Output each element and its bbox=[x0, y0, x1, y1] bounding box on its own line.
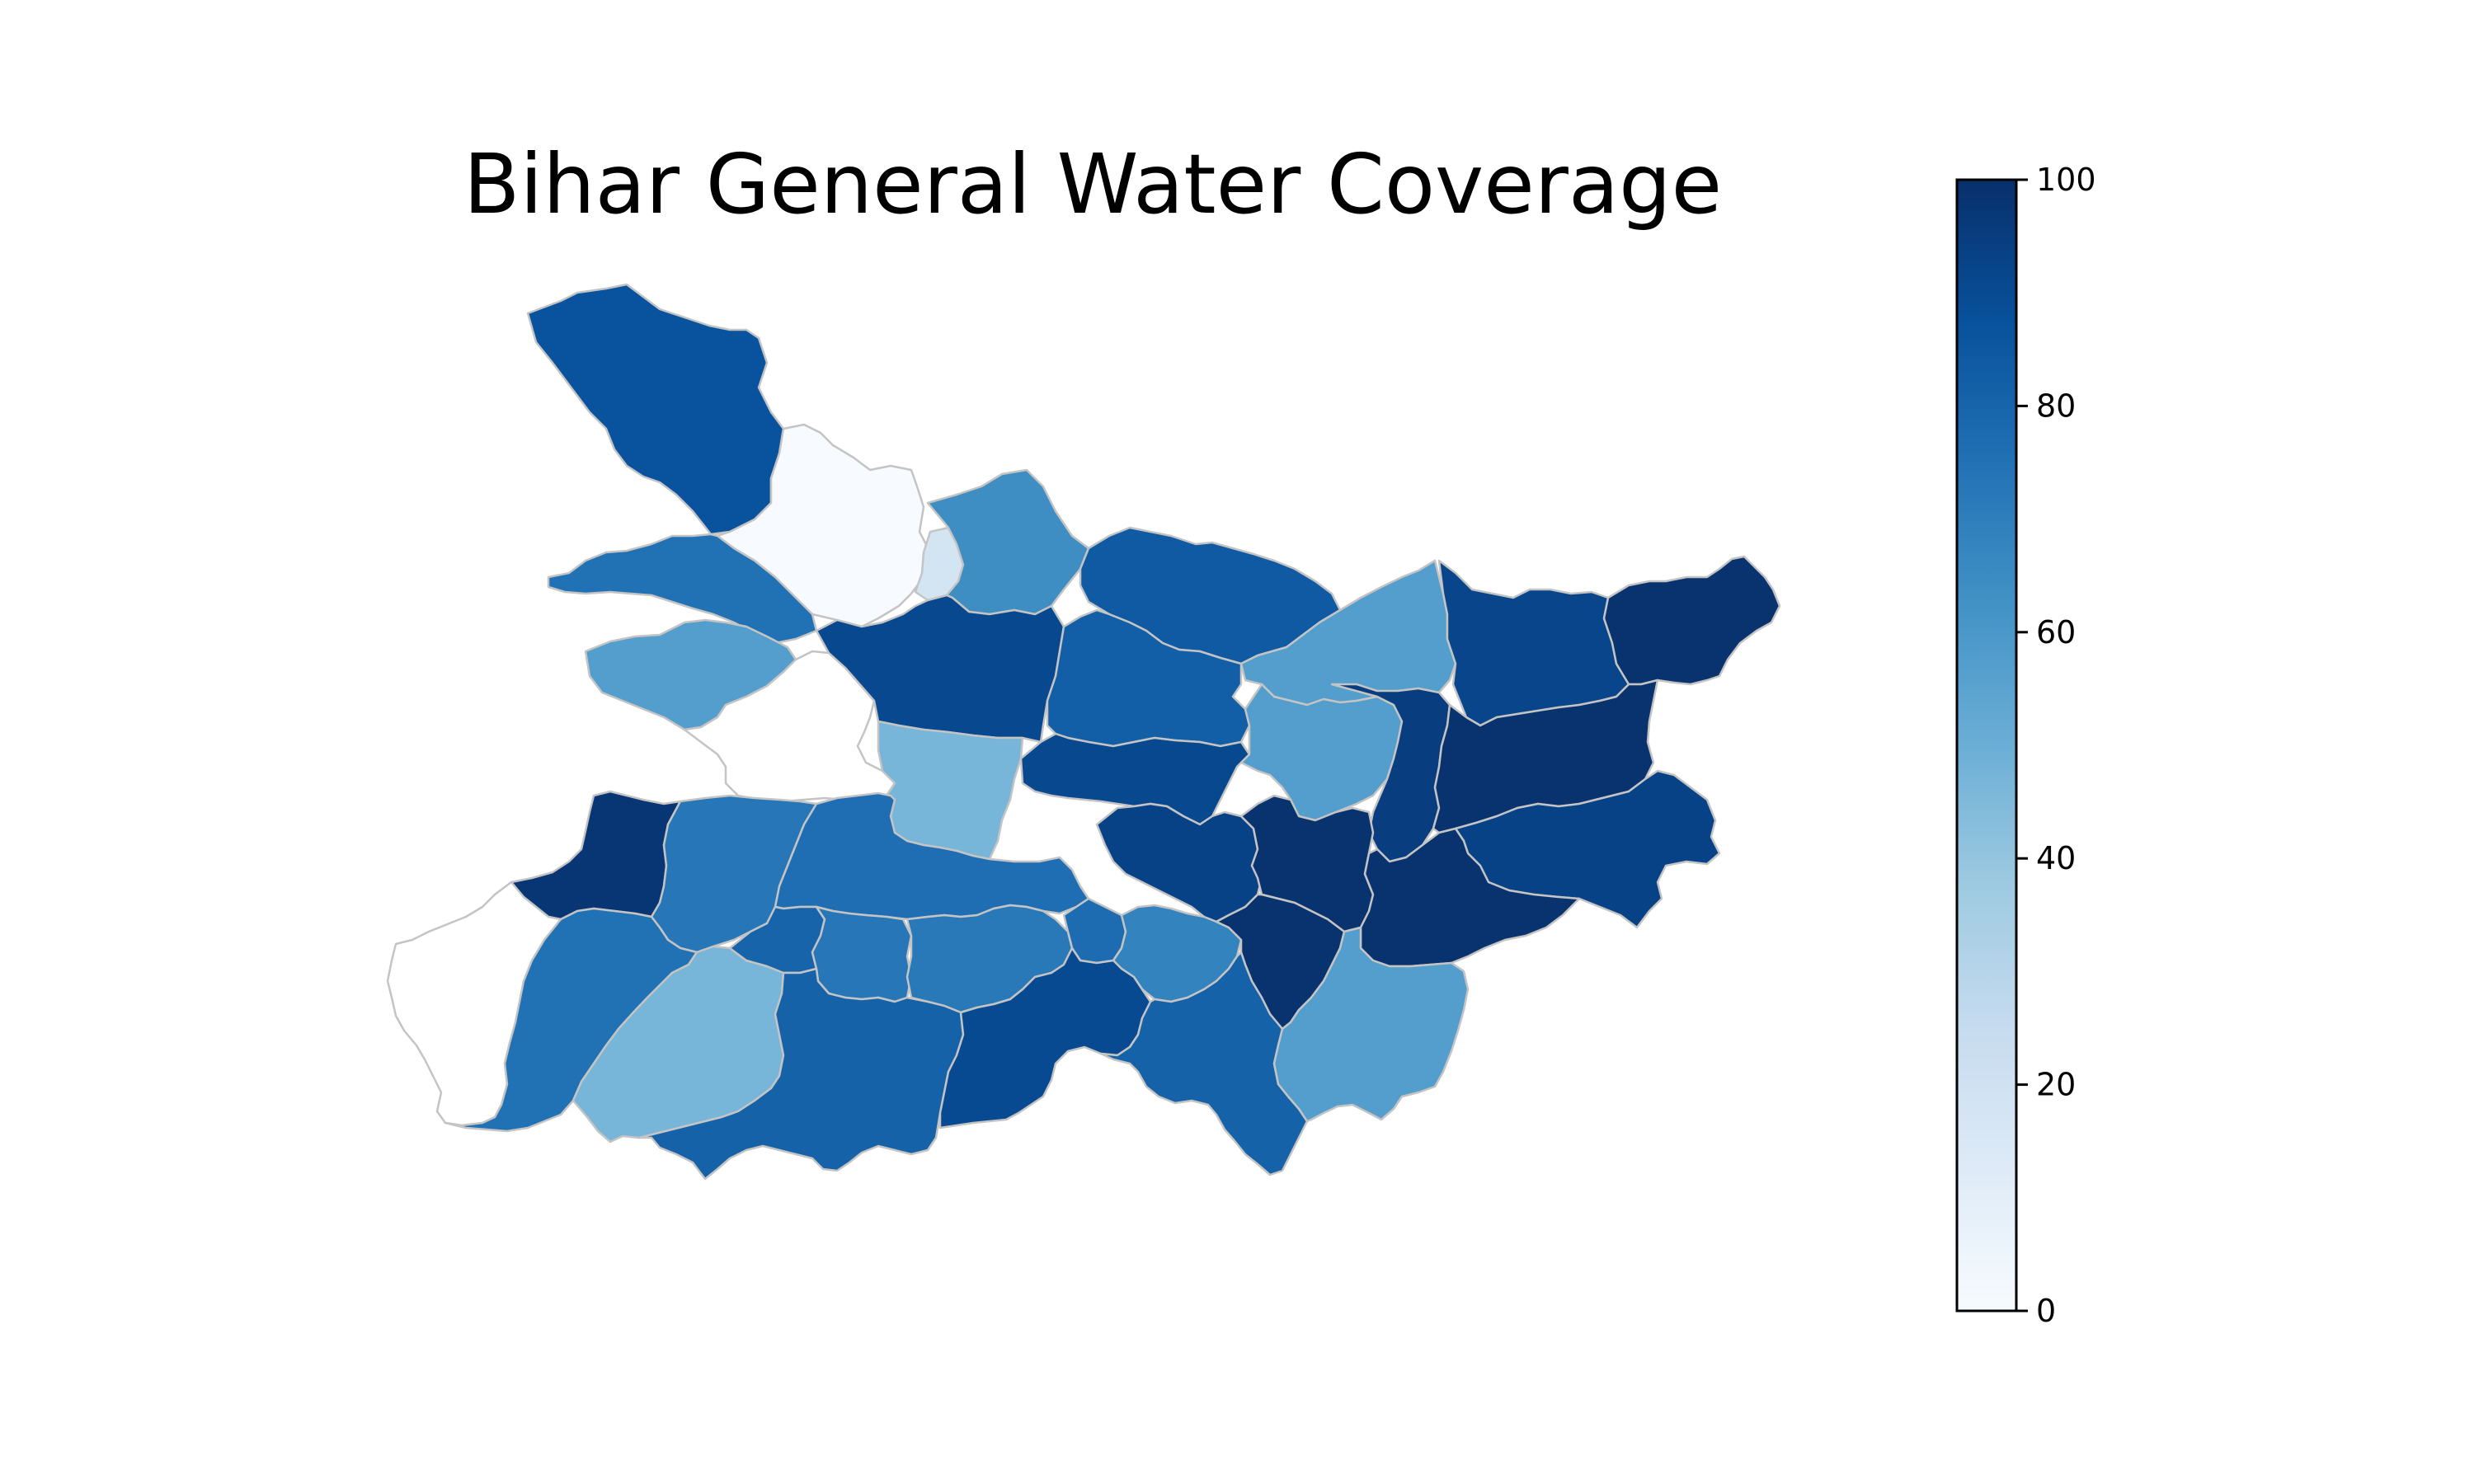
district-buxar[interactable] bbox=[510, 790, 682, 921]
colorbar-ticks: 0 20 40 60 80 100 bbox=[2016, 162, 2096, 1329]
map-title: Bihar General Water Coverage bbox=[463, 136, 1722, 232]
district-kishanganj[interactable] bbox=[1602, 555, 1781, 686]
colorbar: 0 20 40 60 80 100 bbox=[1955, 162, 2096, 1329]
district-layer bbox=[386, 283, 1781, 1181]
district-saharsa[interactable] bbox=[1239, 683, 1404, 822]
district-samastipur[interactable] bbox=[1019, 732, 1251, 826]
colorbar-tick-label: 80 bbox=[2036, 387, 2076, 424]
colorbar-tick-label: 0 bbox=[2036, 1293, 2056, 1329]
district-jehanabad[interactable] bbox=[811, 905, 913, 1003]
district-gaya[interactable] bbox=[637, 967, 965, 1181]
district-banka[interactable] bbox=[1272, 926, 1470, 1123]
district-rohtas[interactable] bbox=[444, 907, 698, 1133]
colorbar-tick-label: 60 bbox=[2036, 614, 2076, 650]
district-darbhanga[interactable] bbox=[1046, 608, 1251, 748]
district-madhepura[interactable] bbox=[1330, 683, 1451, 863]
district-begusarai[interactable] bbox=[1095, 802, 1263, 923]
colorbar-gradient bbox=[1955, 178, 2018, 1313]
district-east-champaran[interactable] bbox=[716, 423, 932, 628]
colorbar-tick-label: 20 bbox=[2036, 1067, 2076, 1103]
district-west-champaran[interactable] bbox=[526, 283, 785, 536]
district-gopalganj[interactable] bbox=[547, 533, 818, 645]
colorbar-tick-label: 100 bbox=[2036, 162, 2096, 198]
colorbar-tick-label: 40 bbox=[2036, 840, 2076, 876]
